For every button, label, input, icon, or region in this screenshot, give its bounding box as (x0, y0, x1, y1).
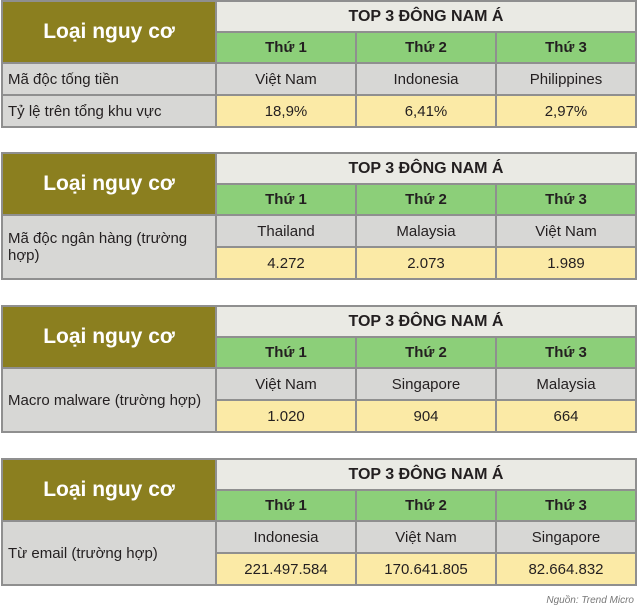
country-cell: Thailand (217, 216, 355, 246)
top3-header: TOP 3 ĐÔNG NAM Á (217, 307, 635, 336)
value-cell: 904 (357, 401, 495, 431)
ransomware-table: Loại nguy cơ TOP 3 ĐÔNG NAM Á Thứ 1 Thứ … (1, 0, 637, 128)
value-cell: 2,97% (497, 96, 635, 126)
rank-3-header: Thứ 3 (497, 491, 635, 520)
value-cell: 2.073 (357, 248, 495, 278)
row-label: Tỷ lệ trên tổng khu vực (3, 96, 215, 126)
rank-2-header: Thứ 2 (357, 185, 495, 214)
top3-header: TOP 3 ĐÔNG NAM Á (217, 460, 635, 489)
rank-3-header: Thứ 3 (497, 185, 635, 214)
value-cell: 170.641.805 (357, 554, 495, 584)
value-cell: 664 (497, 401, 635, 431)
value-cell: 1.989 (497, 248, 635, 278)
value-cell: 18,9% (217, 96, 355, 126)
banking-malware-table: Loại nguy cơ TOP 3 ĐÔNG NAM Á Thứ 1 Thứ … (1, 152, 637, 280)
risk-type-header: Loại nguy cơ (3, 307, 215, 367)
top3-header: TOP 3 ĐÔNG NAM Á (217, 154, 635, 183)
rank-2-header: Thứ 2 (357, 491, 495, 520)
row-label: Từ email (trường hợp) (3, 522, 215, 584)
country-cell: Indonesia (357, 64, 495, 94)
rank-1-header: Thứ 1 (217, 491, 355, 520)
country-cell: Indonesia (217, 522, 355, 552)
row-label: Mã độc ngân hàng (trường hợp) (3, 216, 215, 278)
value-cell: 221.497.584 (217, 554, 355, 584)
country-cell: Malaysia (357, 216, 495, 246)
country-cell: Việt Nam (217, 369, 355, 399)
value-cell: 6,41% (357, 96, 495, 126)
macro-malware-table: Loại nguy cơ TOP 3 ĐÔNG NAM Á Thứ 1 Thứ … (1, 305, 637, 433)
value-cell: 82.664.832 (497, 554, 635, 584)
country-cell: Việt Nam (217, 64, 355, 94)
rank-1-header: Thứ 1 (217, 33, 355, 62)
row-label: Macro malware (trường hợp) (3, 369, 215, 431)
risk-type-header: Loại nguy cơ (3, 154, 215, 214)
rank-2-header: Thứ 2 (357, 338, 495, 367)
top3-header: TOP 3 ĐÔNG NAM Á (217, 2, 635, 31)
risk-type-header: Loại nguy cơ (3, 460, 215, 520)
country-cell: Việt Nam (357, 522, 495, 552)
rank-3-header: Thứ 3 (497, 33, 635, 62)
country-cell: Singapore (497, 522, 635, 552)
country-cell: Việt Nam (497, 216, 635, 246)
country-cell: Malaysia (497, 369, 635, 399)
source-credit: Nguồn: Trend Micro (546, 595, 634, 606)
value-cell: 1.020 (217, 401, 355, 431)
row-label: Mã độc tống tiền (3, 64, 215, 94)
country-cell: Philippines (497, 64, 635, 94)
risk-type-header: Loại nguy cơ (3, 2, 215, 62)
rank-1-header: Thứ 1 (217, 338, 355, 367)
rank-2-header: Thứ 2 (357, 33, 495, 62)
rank-3-header: Thứ 3 (497, 338, 635, 367)
value-cell: 4.272 (217, 248, 355, 278)
rank-1-header: Thứ 1 (217, 185, 355, 214)
country-cell: Singapore (357, 369, 495, 399)
email-table: Loại nguy cơ TOP 3 ĐÔNG NAM Á Thứ 1 Thứ … (1, 458, 637, 586)
